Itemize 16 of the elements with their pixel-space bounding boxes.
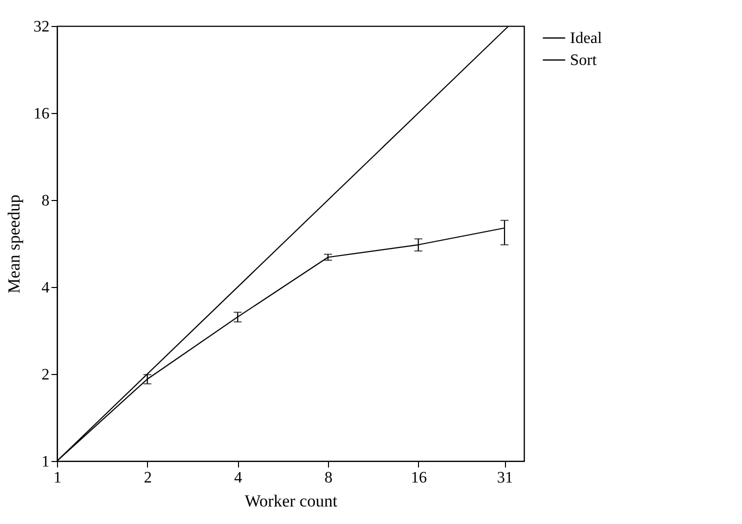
x-tick-label: 1	[54, 470, 62, 486]
y-axis-title: Mean speedup	[4, 194, 24, 294]
x-tick-label: 16	[410, 470, 427, 486]
y-tick-label: 1	[42, 454, 50, 470]
y-tick-label: 4	[42, 280, 50, 296]
y-tick-label: 2	[42, 366, 50, 384]
legend-label: Ideal	[570, 30, 603, 47]
y-tick-label: 8	[42, 192, 50, 210]
y-tick-label: 16	[34, 106, 50, 122]
x-axis-title: Worker count	[244, 492, 338, 510]
x-tick-label: 4	[234, 470, 242, 486]
x-tick-label: 2	[144, 470, 152, 486]
legend-label: Sort	[570, 52, 598, 69]
y-tick-label: 32	[34, 18, 50, 36]
x-tick-label: 8	[324, 470, 332, 486]
x-tick-label: 31	[497, 470, 514, 486]
